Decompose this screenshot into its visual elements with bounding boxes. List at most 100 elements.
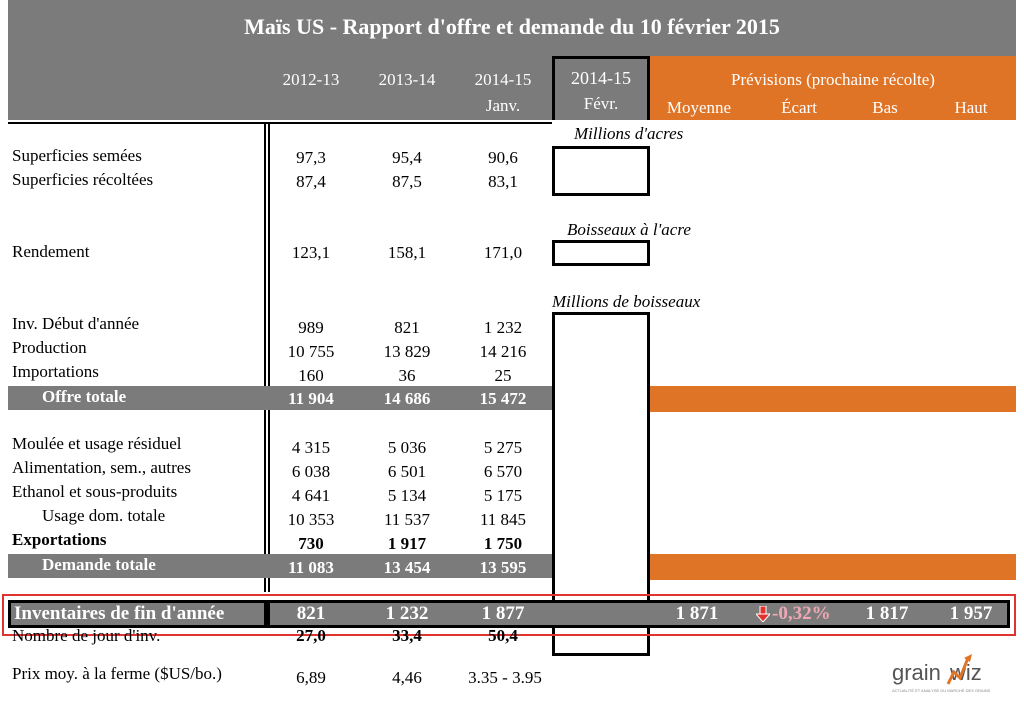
label-importations: Importations — [12, 362, 99, 381]
unit-acres: Millions d'acres — [574, 124, 684, 143]
label-alimentation: Alimentation, sem., autres — [12, 458, 191, 477]
cell: 5 175 — [483, 486, 523, 505]
cell: 95,4 — [392, 148, 422, 167]
cell: 3.35 - 3.95 — [468, 668, 542, 687]
cell: 1 232 — [483, 318, 523, 337]
col-2013: 2013-14 — [378, 70, 436, 89]
cell: 6 501 — [387, 462, 427, 481]
label-nb-jours: Nombre de jour d'inv. — [12, 626, 161, 645]
label-exportations: Exportations — [12, 530, 107, 549]
highlight-frame — [2, 594, 1016, 636]
cell: 4 641 — [291, 486, 331, 505]
cell: 36 — [398, 366, 416, 385]
cell: 1 877 — [481, 603, 525, 624]
cell: 160 — [298, 366, 324, 385]
cell: 33,4 — [392, 626, 422, 645]
feb-box-bushels — [552, 312, 650, 656]
cell: 5 036 — [387, 438, 427, 457]
cell: 6 570 — [483, 462, 523, 481]
col-ecart: Écart — [781, 98, 817, 117]
cell: 6 038 — [291, 462, 331, 481]
label-divider — [264, 122, 266, 592]
header-years-band — [8, 56, 552, 120]
label-production: Production — [12, 338, 87, 357]
unit-bushels: Millions de boisseaux — [552, 292, 701, 311]
cell: 11 083 — [288, 558, 334, 577]
label-sup-recoltees: Superficies récoltées — [12, 170, 154, 189]
cell: 11 537 — [383, 510, 431, 529]
forecast-moyenne: 1 871 — [675, 603, 719, 624]
unit-bushels-acre: Boisseaux à l'acre — [567, 220, 691, 239]
label-moulee: Moulée et usage résiduel — [12, 434, 182, 453]
cell: 10 353 — [287, 510, 335, 529]
label-rendement: Rendement — [12, 242, 90, 261]
header-feb-column — [552, 56, 650, 120]
label-inventaires: Inventaires de fin d'année — [14, 603, 225, 624]
forecast-title: Prévisions (prochaine récolte) — [731, 70, 935, 89]
cell: 27,0 — [296, 626, 326, 645]
cell: 158,1 — [387, 243, 427, 262]
cell: 90,6 — [488, 148, 518, 167]
demande-totale-bar — [8, 554, 552, 578]
col-2012: 2012-13 — [282, 70, 340, 89]
cell: 10 755 — [287, 342, 335, 361]
cell: 15 472 — [479, 389, 527, 408]
label-usage-dom: Usage dom. totale — [42, 506, 166, 525]
cell: 13 454 — [383, 558, 431, 577]
offre-totale-forecast-bar — [650, 386, 1016, 412]
cell: 1 917 — [387, 534, 427, 553]
cell: 821 — [296, 603, 326, 624]
title-bar — [8, 0, 1016, 56]
forecast-bas: 1 817 — [865, 603, 909, 624]
cell: 1 232 — [385, 603, 429, 624]
cell: 83,1 — [488, 172, 518, 191]
col-feb-sub: Févr. — [583, 94, 619, 113]
demande-totale-forecast-bar — [650, 554, 1016, 580]
cell: 14 686 — [383, 389, 431, 408]
cell: 14 216 — [479, 342, 527, 361]
cell: 11 845 — [479, 510, 527, 529]
cell: 730 — [298, 534, 324, 553]
cell: 13 829 — [383, 342, 431, 361]
cell: 6,89 — [296, 668, 326, 687]
cell: 171,0 — [483, 243, 523, 262]
header-rule — [8, 122, 552, 124]
cell: 123,1 — [291, 243, 331, 262]
inventaires-bar — [8, 600, 1010, 628]
page-title: Maïs US - Rapport d'offre et demande du … — [244, 14, 780, 39]
cell: 5 134 — [387, 486, 427, 505]
label-sup-semees: Superficies semées — [12, 146, 142, 165]
forecast-ecart: -0,32% — [772, 603, 831, 624]
inventaires-divider — [264, 600, 270, 628]
cell: 821 — [394, 318, 420, 337]
grainwiz-logo: grain wiz ACTUALITÉ ET ANALYSE DU MARCHÉ… — [892, 654, 991, 693]
forecast-haut: 1 957 — [949, 603, 993, 624]
cell: 4 315 — [291, 438, 331, 457]
feb-box-rendement — [552, 240, 650, 266]
svg-text:grain: grain — [892, 660, 941, 685]
cell: 97,3 — [296, 148, 326, 167]
cell: 11 904 — [288, 389, 334, 408]
label-divider-2 — [268, 122, 270, 592]
col-2014: 2014-15 — [474, 70, 532, 89]
col-2014-sub: Janv. — [485, 96, 521, 115]
col-haut: Haut — [954, 98, 988, 117]
col-bas: Bas — [872, 98, 898, 117]
label-inv-debut: Inv. Début d'année — [12, 314, 140, 333]
cell: 87,4 — [296, 172, 326, 191]
label-demande-totale: Demande totale — [42, 555, 156, 574]
cell: 5 275 — [483, 438, 523, 457]
col-feb: 2014-15 — [571, 68, 631, 88]
cell: 13 595 — [479, 558, 527, 577]
header-forecast-band — [650, 56, 1016, 120]
offre-totale-bar — [8, 386, 552, 410]
cell: 989 — [298, 318, 324, 337]
feb-box-acres — [552, 146, 650, 196]
cell: 25 — [494, 366, 512, 385]
cell: 1 750 — [483, 534, 523, 553]
label-prix: Prix moy. à la ferme ($US/bo.) — [12, 664, 222, 683]
label-ethanol: Ethanol et sous-produits — [12, 482, 178, 501]
cell: 87,5 — [392, 172, 422, 191]
cell: 4,46 — [392, 668, 422, 687]
label-offre-totale: Offre totale — [42, 387, 127, 406]
